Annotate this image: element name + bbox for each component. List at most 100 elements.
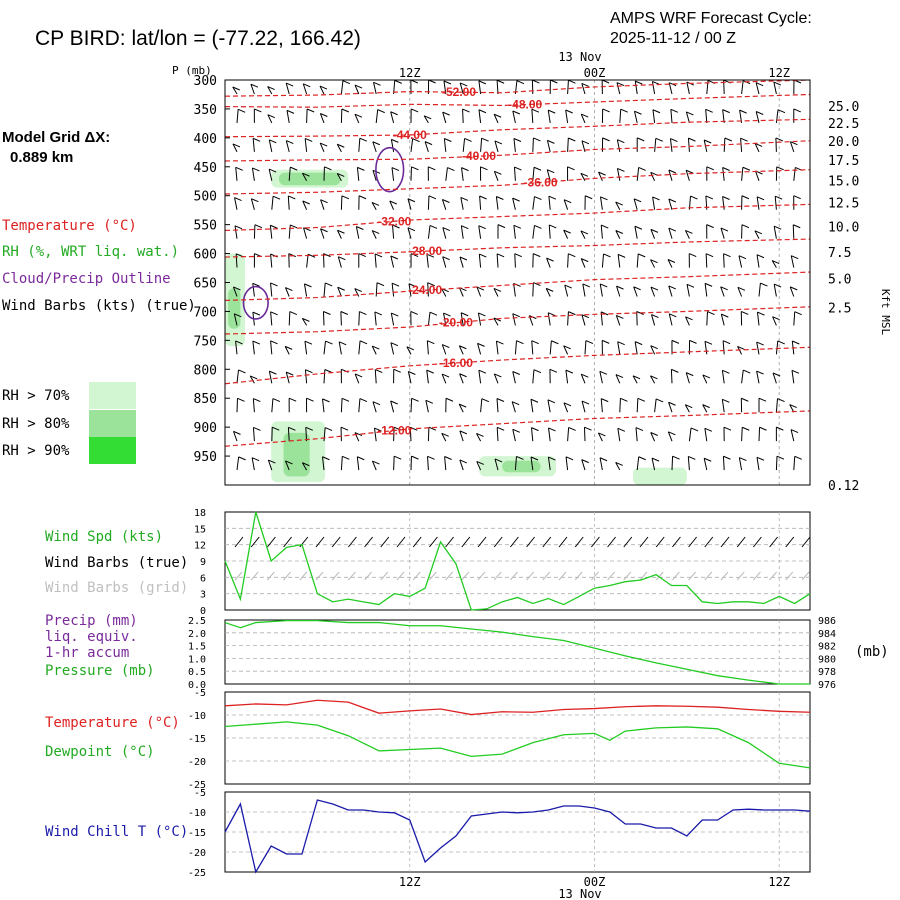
wind-barb <box>633 286 641 297</box>
wind-barb <box>460 196 469 210</box>
wind-barb <box>702 404 710 413</box>
wind-barb-flag <box>650 375 658 380</box>
wind-barb-flag <box>531 340 539 345</box>
wind-barb-staff <box>232 286 238 297</box>
wind-barb <box>598 171 606 181</box>
wind-barb-staff <box>442 256 447 268</box>
wind-barb <box>685 316 693 326</box>
wind-barb <box>547 456 556 471</box>
wind-barb-flag <box>739 457 747 462</box>
wind-barb-staff <box>705 109 708 123</box>
wind-barb <box>302 83 311 95</box>
wind-barb-flag <box>739 109 747 114</box>
wind-barb <box>668 401 676 413</box>
wind-barb <box>236 369 246 384</box>
wind-barb-flag <box>390 400 398 405</box>
wind-barb <box>706 224 714 239</box>
wind-barb-flag <box>512 428 520 433</box>
wind-barb-staff <box>340 80 344 95</box>
wind-barb <box>319 113 328 124</box>
wind-barb <box>651 457 660 471</box>
wind-barb-true <box>493 536 503 548</box>
wind-barb-staff <box>530 456 534 471</box>
wind-barb-flag <box>374 253 383 258</box>
wind-barb-staff <box>462 138 466 152</box>
temperature-label: Temperature (°C) <box>45 715 180 731</box>
wind-barb <box>531 340 539 355</box>
wind-barb <box>580 373 589 384</box>
wind-barb-true <box>623 536 633 548</box>
wind-barb-flag <box>494 140 503 145</box>
wind-barb-flag <box>533 253 541 258</box>
isotherm-5 <box>224 203 811 232</box>
wind-barb-grid <box>250 571 259 581</box>
wind-barb-flag <box>655 137 664 142</box>
legend-item-1: RH (%, WRT liq. wat.) <box>2 244 179 260</box>
wind-barb-flag <box>688 455 696 460</box>
td-panel-ytick-4: -5 <box>194 688 206 699</box>
wind-barb-staff <box>756 312 760 326</box>
wind-barb <box>375 109 385 123</box>
dewpoint-line <box>224 721 811 769</box>
wind-barb-staff <box>532 137 534 152</box>
wind-barb <box>323 340 333 355</box>
wind-barb-staff <box>427 225 431 239</box>
wind-barb-flag <box>442 256 450 261</box>
wind-speed-label: Wind Spd (kts) <box>45 529 163 545</box>
wind-barb-flag <box>233 430 241 435</box>
wind-barb-flag <box>634 110 642 115</box>
wind-barb <box>358 311 367 326</box>
wind-barb-staff <box>720 286 725 297</box>
wind-barb-flag <box>481 398 490 403</box>
wind-barb-flag <box>251 198 259 203</box>
wind-barb <box>669 138 678 152</box>
wind-barb-staff <box>650 259 656 268</box>
wind-barb-staff <box>304 341 308 355</box>
wind-barb-staff <box>741 167 744 181</box>
pressure-right-tick-2: 980 <box>818 654 836 665</box>
wind-barb-flag <box>615 461 623 466</box>
wind-barb-staff <box>616 285 621 297</box>
wind-barb <box>445 167 455 181</box>
wind-barb-flag <box>476 286 485 291</box>
wind-barb-staff <box>686 81 690 95</box>
wind-barb <box>636 311 644 326</box>
wind-barb-flag <box>689 253 697 258</box>
wind-barb-flag <box>531 427 539 432</box>
wind-barb <box>235 166 243 181</box>
wind-barb <box>375 282 385 297</box>
wind-barb-flag <box>284 345 293 350</box>
wind-barb-flag <box>584 426 592 431</box>
wind-barb-flag <box>547 399 556 404</box>
wind-barb-staff <box>371 460 377 471</box>
wind-barb-true <box>607 536 616 548</box>
wind-barb <box>390 312 399 326</box>
wind-barb-flag <box>325 340 333 345</box>
wind-barb-flag <box>563 402 572 407</box>
wind-barb-staff <box>617 254 621 268</box>
wind-barb-flag <box>391 282 400 287</box>
wind-barb-staff <box>493 114 499 124</box>
wind-barb-flag <box>372 230 380 234</box>
wind-barb <box>358 195 367 210</box>
wind-barb-staff <box>513 225 516 239</box>
wind-barb-flag <box>668 401 676 406</box>
wind-barb-staff <box>615 315 621 326</box>
wind-barb-staff <box>563 345 569 355</box>
wind-barb-flag <box>777 398 785 403</box>
wind-barb-staff <box>493 288 499 297</box>
wind-barb-staff <box>407 198 412 210</box>
wind-barb-flag <box>443 312 451 317</box>
wind-barb-flag <box>603 253 611 258</box>
wind-barb-staff <box>251 167 255 181</box>
wind-barb-flag <box>722 369 730 374</box>
wind-barb-flag <box>447 167 455 172</box>
wind-barb <box>688 427 699 442</box>
wind-barb-flag <box>441 373 450 378</box>
wind-barb <box>458 403 467 413</box>
pressure-tick-2: 400 <box>194 132 217 147</box>
wind-chill-line <box>224 799 811 874</box>
wind-barb <box>668 313 677 326</box>
wind-barb <box>301 317 310 326</box>
wind-barb-flag <box>290 166 298 171</box>
